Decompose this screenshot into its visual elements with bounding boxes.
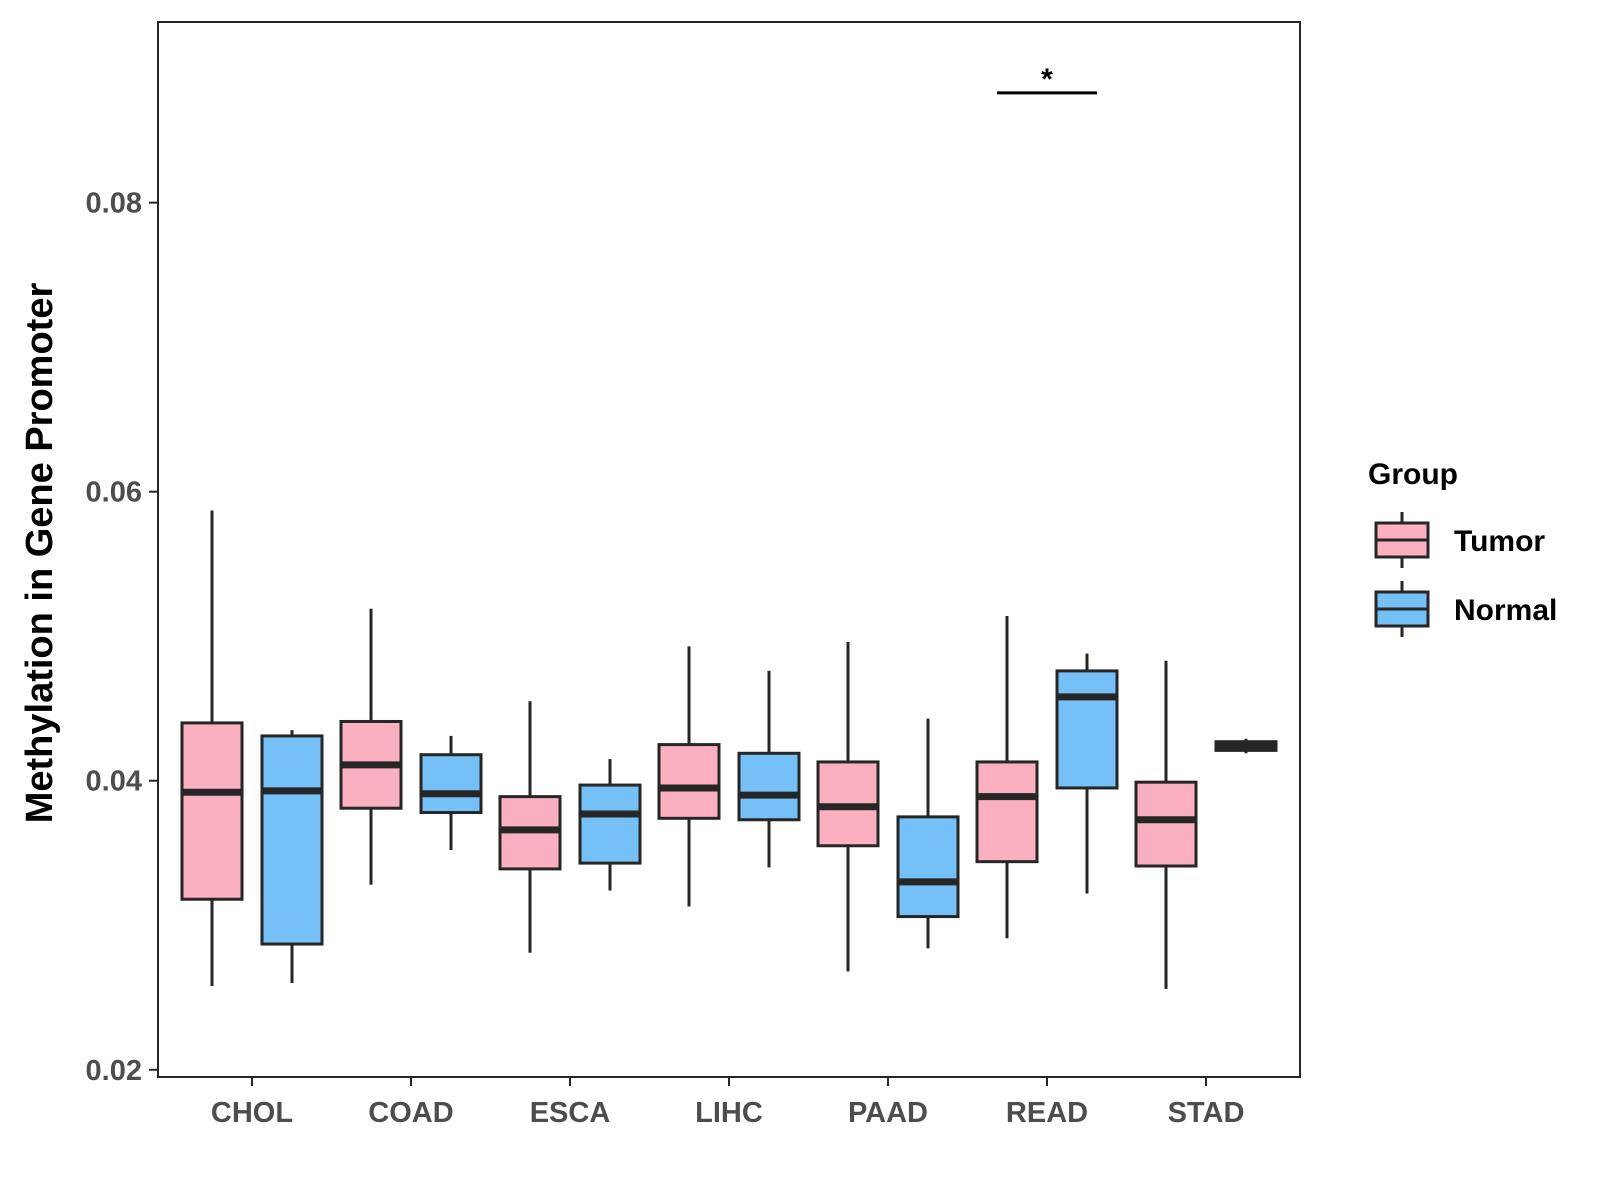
x-tick-label-read: READ xyxy=(1006,1097,1088,1129)
y-tick-label: 0.06 xyxy=(86,477,142,509)
significance-label: * xyxy=(1041,63,1053,96)
x-tick-label-chol: CHOL xyxy=(211,1097,293,1129)
box-tumor-lihc xyxy=(657,646,721,907)
box-body xyxy=(419,753,483,815)
box-normal-read xyxy=(1055,653,1119,894)
plot-area: 0.02 0.04 0.06 0.08 CHOL COAD ESCA LIHC PAAD READ… xyxy=(86,21,1301,1129)
box-normal-coad xyxy=(419,735,483,851)
y-axis-title-group: Methylation in Gene Promoter xyxy=(19,283,61,824)
series-tumor xyxy=(180,510,1198,989)
significance-bracket-read: * xyxy=(997,63,1097,96)
box-normal-chol xyxy=(260,730,324,984)
x-tick-label-lihc: LIHC xyxy=(695,1097,763,1129)
box-normal-stad xyxy=(1214,738,1278,754)
legend-label-normal: Normal xyxy=(1454,594,1557,627)
box-body xyxy=(578,783,642,865)
box-tumor-paad xyxy=(816,641,880,972)
y-tick-label: 0.08 xyxy=(86,188,142,220)
box-body xyxy=(737,751,801,822)
legend-key-tumor xyxy=(1374,512,1430,568)
box-tumor-esca xyxy=(498,701,562,953)
x-tick-label-esca: ESCA xyxy=(530,1097,611,1129)
box-body xyxy=(260,734,324,946)
legend: Group Tumor Normal xyxy=(1368,458,1557,637)
box-body xyxy=(975,760,1039,864)
box-tumor-coad xyxy=(339,608,403,885)
series-normal xyxy=(260,653,1278,984)
legend-label-tumor: Tumor xyxy=(1454,525,1545,558)
box-tumor-chol xyxy=(180,510,244,986)
box-body xyxy=(180,721,244,901)
x-tick-label-paad: PAAD xyxy=(848,1097,928,1129)
legend-title: Group xyxy=(1368,458,1458,491)
box-normal-lihc xyxy=(737,670,801,868)
box-tumor-read xyxy=(975,615,1039,939)
box-body xyxy=(896,815,960,919)
y-axis-title: Methylation in Gene Promoter xyxy=(19,283,61,824)
box-tumor-stad xyxy=(1134,660,1198,989)
y-tick-label: 0.04 xyxy=(86,766,142,798)
box-normal-esca xyxy=(578,759,642,891)
box-body xyxy=(657,743,721,820)
x-tick-label-stad: STAD xyxy=(1168,1097,1245,1129)
legend-key-normal xyxy=(1374,581,1430,637)
x-tick-label-coad: COAD xyxy=(368,1097,453,1129)
y-tick-label: 0.02 xyxy=(86,1055,142,1087)
box-body xyxy=(1134,780,1198,868)
box-body xyxy=(1055,669,1119,790)
box-normal-paad xyxy=(896,718,960,949)
